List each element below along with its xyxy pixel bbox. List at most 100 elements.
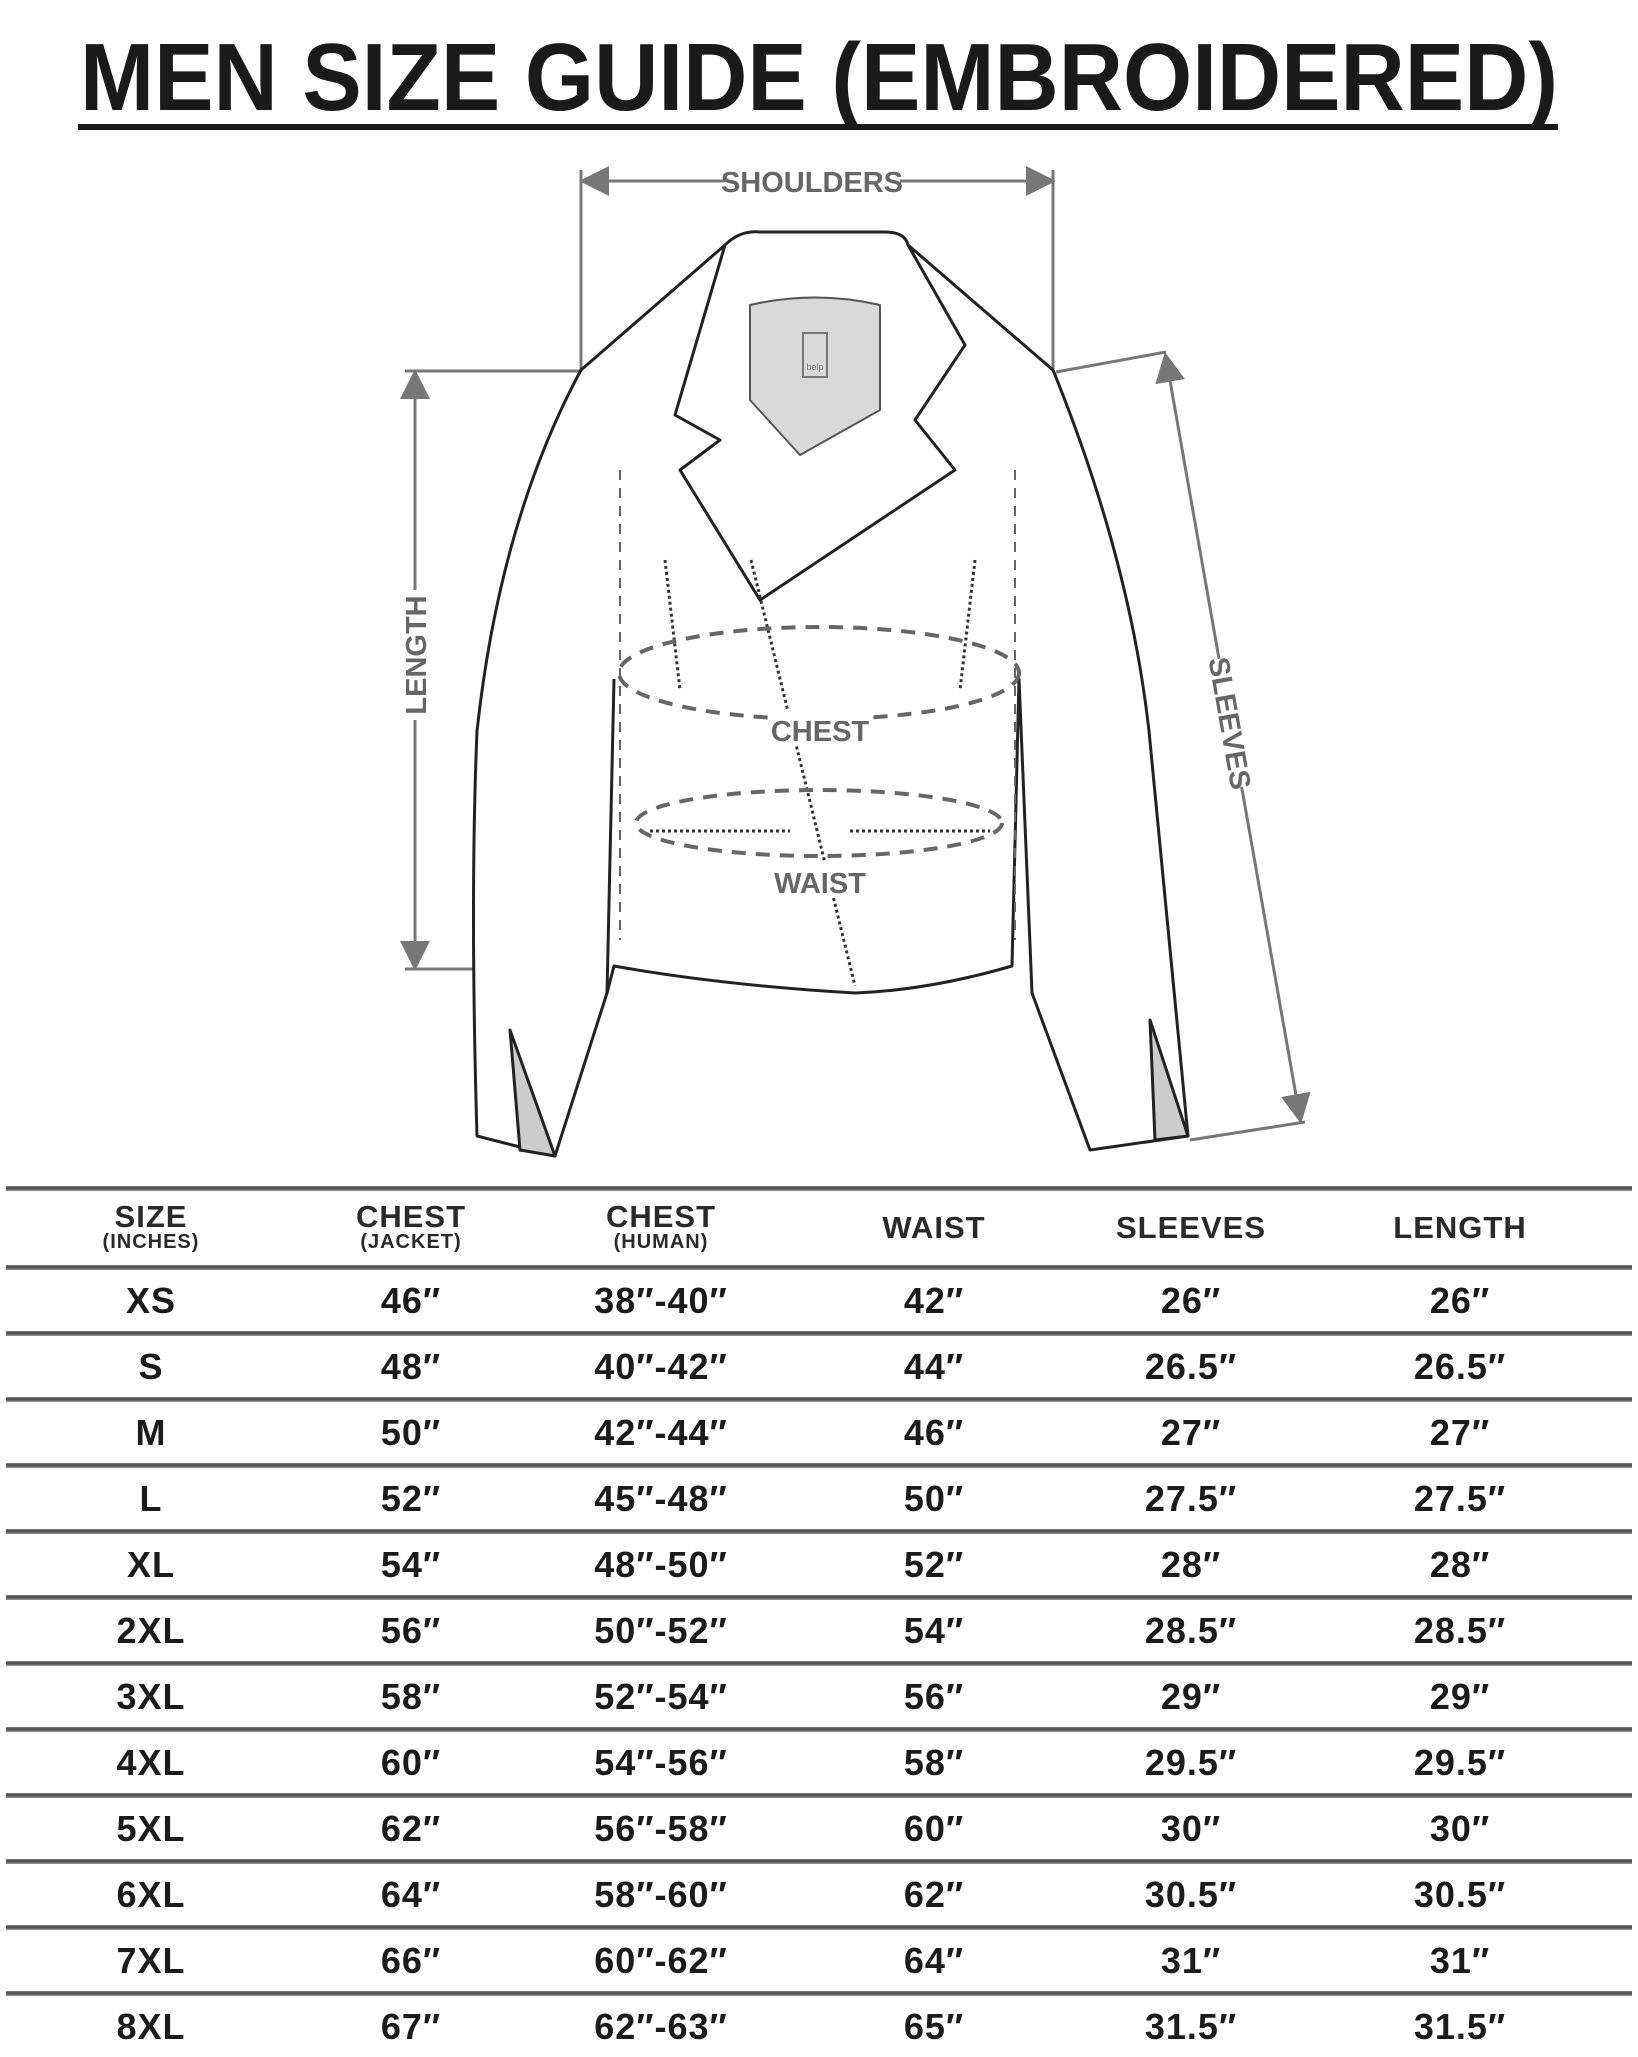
column-header-unit: (HUMAN) bbox=[613, 1231, 709, 1253]
svg-text:belp: belp bbox=[806, 362, 823, 372]
table-row: 7XL 66″ 60″-62″ 64″ 31″ 31″ bbox=[6, 1930, 1632, 1991]
column-header-label: CHEST bbox=[355, 1199, 467, 1234]
table-cell: 42″ bbox=[903, 1279, 965, 1321]
table-cell: 8XL bbox=[116, 2005, 186, 2047]
shoulders-label: SHOULDERS bbox=[721, 167, 903, 199]
table-cell: S bbox=[138, 1345, 164, 1387]
waist-measure bbox=[634, 788, 1004, 858]
column-header: LENGTH bbox=[1330, 1210, 1590, 1245]
size-table: SIZE (INCHES) CHEST (JACKET) CHEST (HUMAN) WAI… bbox=[6, 1186, 1632, 2057]
page-title-block: MEN SIZE GUIDE (EMBROIDERED) bbox=[78, 24, 1558, 131]
column-header: WAIST bbox=[804, 1210, 1064, 1245]
cuff-left bbox=[508, 1028, 557, 1158]
table-cell: 45″-48″ bbox=[594, 1477, 728, 1519]
table-cell: 30″ bbox=[1160, 1807, 1222, 1849]
table-cell: 42″-44″ bbox=[594, 1411, 728, 1453]
table-cell: 3XL bbox=[116, 1675, 186, 1717]
table-cell: 31″ bbox=[1160, 1939, 1222, 1981]
table-cell: 48″ bbox=[380, 1345, 442, 1387]
column-header: SLEEVES bbox=[1061, 1210, 1321, 1245]
table-cell: 60″-62″ bbox=[594, 1939, 728, 1981]
table-cell: 46″ bbox=[903, 1411, 965, 1453]
table-cell: 52″-54″ bbox=[594, 1675, 728, 1717]
table-cell: 64″ bbox=[380, 1873, 442, 1915]
table-cell: 54″-56″ bbox=[594, 1741, 728, 1783]
length-label: LENGTH bbox=[401, 595, 433, 714]
table-header-row: SIZE (INCHES) CHEST (JACKET) CHEST (HUMAN) WAI… bbox=[6, 1191, 1632, 1265]
table-cell: 28″ bbox=[1429, 1543, 1491, 1585]
table-cell: 60″ bbox=[380, 1741, 442, 1783]
table-cell: 30″ bbox=[1429, 1807, 1491, 1849]
table-cell: 56″ bbox=[380, 1609, 442, 1651]
table-cell: 31.5″ bbox=[1413, 2005, 1507, 2047]
table-cell: 26.5″ bbox=[1144, 1345, 1238, 1387]
table-cell: 62″-63″ bbox=[594, 2005, 728, 2047]
table-cell: 27.5″ bbox=[1413, 1477, 1507, 1519]
table-cell: 40″-42″ bbox=[594, 1345, 728, 1387]
table-cell: XL bbox=[126, 1543, 175, 1585]
column-header: SIZE (INCHES) bbox=[21, 1199, 281, 1253]
table-row: M 50″ 42″-44″ 46″ 27″ 27″ bbox=[6, 1402, 1632, 1463]
table-row: 6XL 64″ 58″-60″ 62″ 30.5″ 30.5″ bbox=[6, 1864, 1632, 1925]
table-cell: 28″ bbox=[1160, 1543, 1222, 1585]
table-divider bbox=[6, 1925, 1632, 1930]
column-header: CHEST (HUMAN) bbox=[531, 1199, 791, 1253]
table-cell: 2XL bbox=[116, 1609, 186, 1651]
table-divider bbox=[6, 1331, 1632, 1336]
table-cell: 29″ bbox=[1429, 1675, 1491, 1717]
tag-icon bbox=[802, 332, 828, 378]
column-header-label: SIZE bbox=[114, 1199, 188, 1234]
table-cell: 62″ bbox=[903, 1873, 965, 1915]
chest-measure bbox=[617, 625, 1021, 721]
table-row: 3XL 58″ 52″-54″ 56″ 29″ 29″ bbox=[6, 1666, 1632, 1727]
table-cell: XS bbox=[125, 1279, 177, 1321]
table-cell: 26″ bbox=[1160, 1279, 1222, 1321]
table-cell: 29.5″ bbox=[1413, 1741, 1507, 1783]
table-divider bbox=[6, 1186, 1632, 1191]
jacket-diagram: SHOULDERS LENGTH SLEEVES belp CHEST WAIS… bbox=[398, 163, 1311, 1158]
table-cell: 31.5″ bbox=[1144, 2005, 1238, 2047]
table-cell: 50″ bbox=[903, 1477, 965, 1519]
table-cell: 29″ bbox=[1160, 1675, 1222, 1717]
table-divider bbox=[6, 1397, 1632, 1402]
column-header-label: SLEEVES bbox=[1116, 1210, 1266, 1245]
table-cell: 50″ bbox=[380, 1411, 442, 1453]
table-cell: 28.5″ bbox=[1413, 1609, 1507, 1651]
column-header-label: WAIST bbox=[882, 1210, 986, 1245]
table-cell: 50″-52″ bbox=[594, 1609, 728, 1651]
table-divider bbox=[6, 1793, 1632, 1798]
table-row: L 52″ 45″-48″ 50″ 27.5″ 27.5″ bbox=[6, 1468, 1632, 1529]
column-header-label: LENGTH bbox=[1393, 1210, 1527, 1245]
table-divider bbox=[6, 1991, 1632, 1996]
main-zipper bbox=[749, 559, 857, 987]
column-header-label: CHEST bbox=[605, 1199, 717, 1234]
jacket-body bbox=[472, 243, 1190, 1158]
sleeve-seam-left bbox=[605, 678, 616, 994]
table-cell: 6XL bbox=[116, 1873, 186, 1915]
table-row: XS 46″ 38″-40″ 42″ 26″ 26″ bbox=[6, 1270, 1632, 1331]
table-cell: M bbox=[135, 1411, 167, 1453]
table-cell: 58″ bbox=[903, 1741, 965, 1783]
table-cell: 67″ bbox=[380, 2005, 442, 2047]
table-cell: 56″ bbox=[903, 1675, 965, 1717]
table-cell: 31″ bbox=[1429, 1939, 1491, 1981]
table-cell: 44″ bbox=[903, 1345, 965, 1387]
table-cell: 30.5″ bbox=[1144, 1873, 1238, 1915]
table-cell: 26.5″ bbox=[1413, 1345, 1507, 1387]
table-row: 5XL 62″ 56″-58″ 60″ 30″ 30″ bbox=[6, 1798, 1632, 1859]
waist-label: WAIST bbox=[774, 868, 866, 900]
chest-label: CHEST bbox=[771, 716, 870, 748]
table-cell: 46″ bbox=[380, 1279, 442, 1321]
table-cell: 56″-58″ bbox=[594, 1807, 728, 1849]
table-divider bbox=[6, 1463, 1632, 1468]
table-divider bbox=[6, 1727, 1632, 1732]
table-cell: 62″ bbox=[380, 1807, 442, 1849]
table-cell: 58″-60″ bbox=[594, 1873, 728, 1915]
table-cell: 28.5″ bbox=[1144, 1609, 1238, 1651]
cuff-right bbox=[1148, 1018, 1190, 1142]
table-cell: 5XL bbox=[116, 1807, 186, 1849]
page-title: MEN SIZE GUIDE (EMBROIDERED) bbox=[80, 24, 1558, 131]
table-cell: 27″ bbox=[1429, 1411, 1491, 1453]
table-divider bbox=[6, 1661, 1632, 1666]
table-row: 4XL 60″ 54″-56″ 58″ 29.5″ 29.5″ bbox=[6, 1732, 1632, 1793]
